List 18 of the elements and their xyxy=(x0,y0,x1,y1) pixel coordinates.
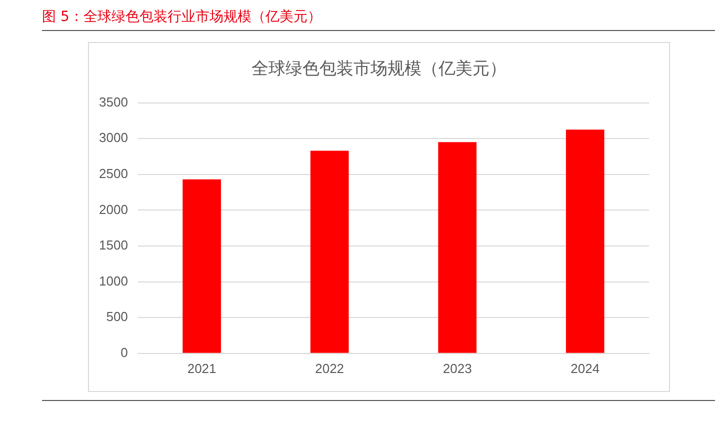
y-tick-label: 1000 xyxy=(99,273,128,288)
bar xyxy=(310,150,349,353)
y-tick-label: 500 xyxy=(106,309,128,324)
y-tick-label: 3500 xyxy=(99,94,128,110)
x-tick-label: 2021 xyxy=(187,360,216,376)
x-tick-label: 2022 xyxy=(315,360,344,376)
x-tick-label: 2023 xyxy=(442,360,472,376)
y-tick-label: 2500 xyxy=(99,166,128,181)
y-tick-label: 2000 xyxy=(99,202,128,217)
bar xyxy=(182,179,221,353)
bar xyxy=(438,142,477,353)
y-tick-label: 3000 xyxy=(99,130,128,146)
y-tick-label: 1500 xyxy=(99,238,128,253)
chart-title: 图 5：全球绿色包装行业市场规模（亿美元） xyxy=(42,8,715,31)
bar xyxy=(566,130,604,353)
chart-subtitle: 全球绿色包装市场规模（亿美元） xyxy=(250,58,508,80)
y-tick-label: 0 xyxy=(120,344,128,360)
x-tick-label: 2024 xyxy=(570,360,600,376)
